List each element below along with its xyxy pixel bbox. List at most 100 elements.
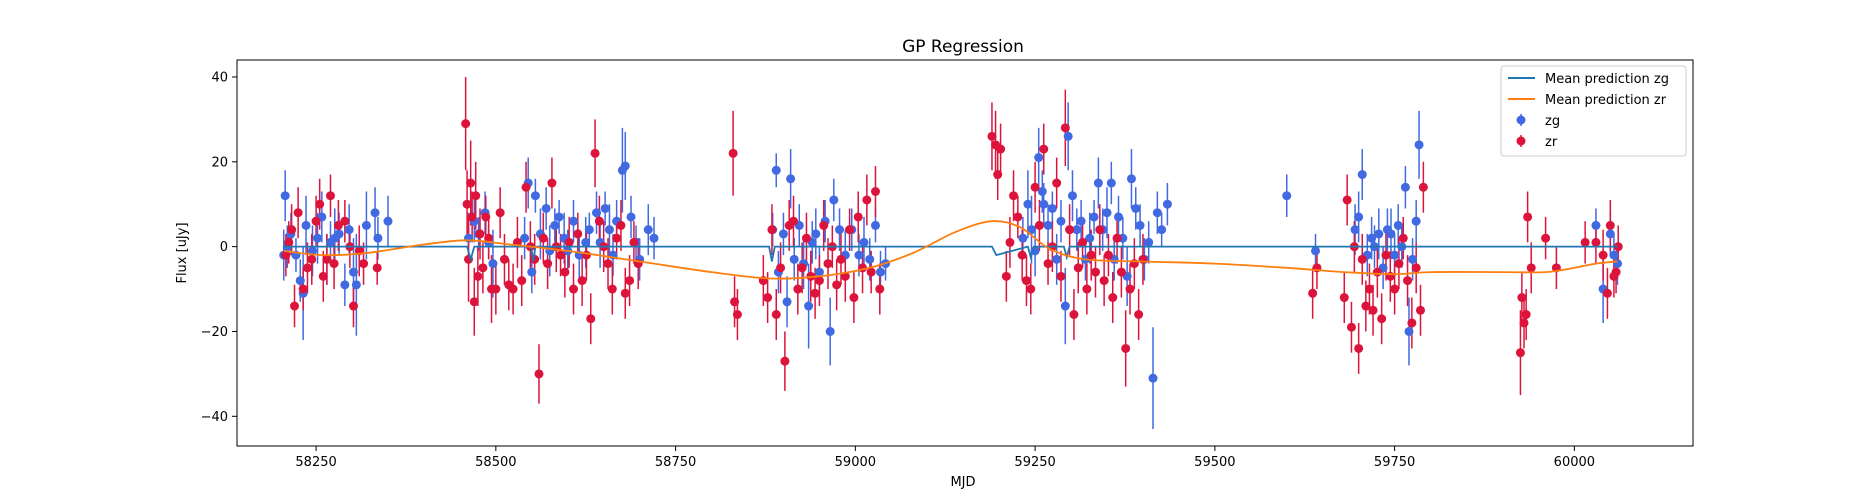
zg-point [1047, 203, 1057, 213]
zr-point [495, 208, 505, 218]
zg-point [1414, 140, 1424, 150]
zr-point [1082, 284, 1092, 294]
zg-point [804, 301, 814, 311]
zr-point [1526, 263, 1536, 273]
zg-point [1076, 216, 1086, 226]
zr-point [534, 369, 544, 379]
zr-point [284, 237, 294, 247]
zg-point [1126, 174, 1136, 184]
zr-point [1541, 233, 1551, 243]
zr-point [1103, 250, 1113, 260]
zr-point [325, 191, 335, 201]
zr-point [1001, 271, 1011, 281]
x-tick-label: 59250 [1014, 455, 1055, 470]
zr-point [491, 284, 501, 294]
zr-point [1377, 314, 1387, 324]
zg-point [1367, 233, 1377, 243]
zr-point [1515, 348, 1525, 358]
legend-zr-marker-swatch [1516, 135, 1526, 147]
y-tick-label: −20 [201, 325, 228, 340]
zr-point [1346, 322, 1356, 332]
y-tick-label: −40 [201, 410, 228, 425]
zg-point [554, 212, 564, 222]
zr-point [832, 280, 842, 290]
zg-point [1152, 208, 1162, 218]
zg-point [1390, 250, 1400, 260]
zr-point [1108, 293, 1118, 303]
zr-point [1580, 237, 1590, 247]
zr-point [797, 263, 807, 273]
zg-point [1374, 229, 1384, 239]
zr-point [728, 148, 738, 158]
zg-point [383, 216, 393, 226]
zg-point [307, 246, 317, 256]
zg-point [1605, 229, 1615, 239]
zr-point [620, 288, 630, 298]
zg-point [550, 220, 560, 230]
zr-point [1021, 276, 1031, 286]
zg-point [1027, 225, 1037, 235]
zg-point [313, 233, 323, 243]
mean-prediction-zg-line [283, 245, 1618, 263]
zr-point [987, 131, 997, 141]
zr-point [1411, 263, 1421, 273]
plot-area [236, 59, 1694, 447]
zr-point [612, 233, 622, 243]
zr-point [318, 271, 328, 281]
zg-point [1131, 203, 1141, 213]
zg-point [1400, 182, 1410, 192]
x-tick-label: 59000 [835, 455, 876, 470]
zr-point [1364, 284, 1374, 294]
zg-point [1052, 254, 1062, 264]
x-axis-label: MJD [950, 475, 975, 490]
zr-point [845, 225, 855, 235]
zr-point [1398, 233, 1408, 243]
zr-point [471, 191, 481, 201]
zr-point [1039, 144, 1049, 154]
zr-point [1099, 276, 1109, 286]
mean-prediction-lines [283, 220, 1618, 280]
zr-point [875, 284, 885, 294]
zr-point [1005, 237, 1015, 247]
zg-point [1408, 254, 1418, 264]
zr-point [307, 254, 317, 264]
zr-point [1073, 263, 1083, 273]
zr-point [814, 276, 824, 286]
zr-point [469, 297, 479, 307]
zg-point [1157, 225, 1167, 235]
zr-point [287, 225, 297, 235]
zr-point [836, 254, 846, 264]
zr-point [293, 208, 303, 218]
zr-point [1069, 310, 1079, 320]
zr-point [1017, 250, 1027, 260]
zg-point [1114, 212, 1124, 222]
zr-point [577, 276, 587, 286]
zg-point [1037, 186, 1047, 196]
zr-point [329, 259, 339, 269]
zr-point [823, 259, 833, 269]
zr-point [590, 148, 600, 158]
zr-point [481, 212, 491, 222]
zr-point [594, 216, 604, 226]
zg-point [1023, 199, 1033, 209]
plot-frame [236, 59, 1694, 447]
zg-point [373, 233, 383, 243]
legend: Mean prediction zg Mean prediction zr zg… [1500, 65, 1687, 157]
zg-point [1144, 237, 1154, 247]
zr-point [771, 310, 781, 320]
zr-point [849, 293, 859, 303]
zr-point [1517, 293, 1527, 303]
zr-point [1095, 225, 1105, 235]
zr-point [767, 225, 777, 235]
zr-point [603, 259, 613, 269]
zg-point [1162, 199, 1172, 209]
y-axis: −40 −20 0 20 40 [201, 70, 237, 425]
zr-point [1591, 237, 1601, 247]
zg-point [541, 203, 551, 213]
zr-point [538, 233, 548, 243]
zr-point [866, 267, 876, 277]
zr-point [1354, 343, 1364, 353]
zg-point [334, 229, 344, 239]
zr-point [1418, 182, 1428, 192]
zr-point [1056, 271, 1066, 281]
